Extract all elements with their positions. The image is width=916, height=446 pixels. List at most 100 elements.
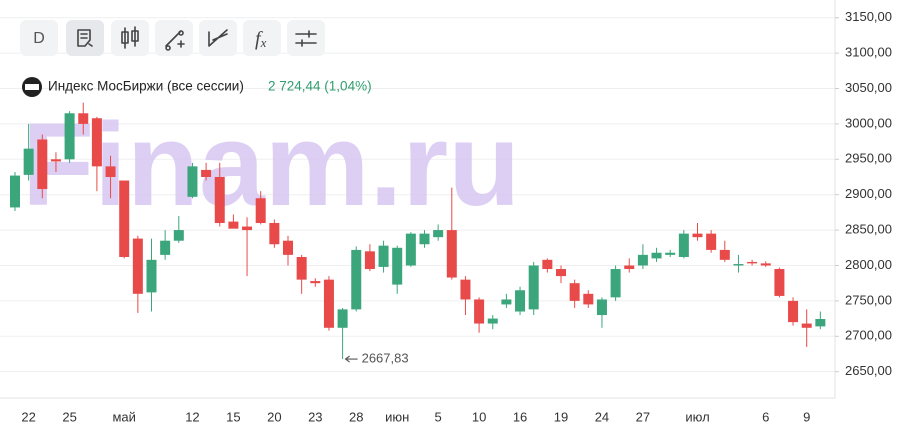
candle-body — [351, 249, 362, 310]
x-tick-label: 19 — [554, 409, 568, 424]
x-tick-label: 28 — [349, 409, 363, 424]
button-label: D — [33, 30, 45, 47]
candle-body — [515, 290, 526, 312]
candle-body — [201, 169, 212, 177]
y-tick-label: 3100,00 — [845, 45, 892, 60]
x-tick-label: 15 — [226, 409, 240, 424]
icon-fib — [208, 29, 228, 47]
candle-body — [760, 263, 771, 266]
candle-body — [364, 251, 375, 270]
candle-body — [419, 233, 430, 245]
candle-body — [296, 256, 307, 280]
candle-body — [569, 283, 580, 301]
fx-f: f — [255, 28, 263, 50]
candle-body — [50, 159, 61, 162]
candle-body — [665, 252, 676, 255]
candle-body — [214, 176, 225, 224]
y-tick-label: 2700,00 — [845, 328, 892, 343]
candle-body — [501, 299, 512, 305]
button-candles[interactable] — [111, 20, 149, 56]
candle-body — [269, 223, 280, 245]
icon-candles — [121, 26, 139, 49]
candle-body — [733, 264, 744, 266]
candle-body — [692, 233, 703, 238]
button-indicators[interactable] — [243, 20, 281, 56]
toolbar: D fx — [20, 20, 325, 56]
candle-body — [542, 259, 553, 270]
candle-body — [556, 269, 566, 277]
annotation-arrow — [344, 355, 358, 363]
annotation-label: 2667,83 — [362, 350, 409, 365]
y-tick-label: 2900,00 — [845, 186, 892, 201]
y-tick-label: 3050,00 — [845, 80, 892, 95]
candle-body — [433, 230, 444, 238]
x-tick-label: 12 — [185, 409, 199, 424]
candle-body — [228, 221, 239, 229]
candle-body — [405, 233, 416, 266]
candle-body — [146, 259, 157, 293]
candle-body — [323, 279, 334, 328]
candle-body — [378, 245, 389, 267]
candle-body — [78, 113, 89, 124]
y-tick-label: 2850,00 — [845, 222, 892, 237]
y-tick-label: 2950,00 — [845, 151, 892, 166]
x-tick-label: 20 — [267, 409, 281, 424]
candle-body — [446, 230, 457, 278]
axes: 2650,00 2700,00 2750,00 2800,00 2850,00 2900,… — [21, 9, 892, 424]
candle-body — [596, 299, 607, 316]
candle-body — [337, 309, 348, 328]
candle-body — [132, 238, 143, 294]
candle-body — [801, 323, 812, 328]
button-interval[interactable] — [20, 20, 58, 56]
y-tick-label: 3000,00 — [845, 115, 892, 130]
legend-last: 2 724,44 (1,04%) — [268, 79, 372, 94]
candle-body — [610, 269, 621, 298]
candle-body — [64, 113, 75, 160]
icon-settings — [295, 30, 317, 47]
x-tick-label: 25 — [62, 409, 76, 424]
x-tick-label: июл — [685, 409, 709, 424]
x-tick-label: 22 — [21, 409, 35, 424]
candle-body — [651, 252, 662, 259]
candle-body — [105, 166, 116, 177]
legend-icon-flag — [25, 84, 39, 90]
y-tick-label: 3150,00 — [845, 9, 892, 24]
candle-body — [788, 300, 799, 323]
candle-body — [706, 233, 717, 250]
candle-body — [173, 230, 184, 241]
candle-body — [637, 254, 648, 266]
x-tick-label: 6 — [762, 409, 769, 424]
button-settings[interactable] — [287, 20, 325, 56]
candle-body — [583, 293, 594, 305]
x-tick-label: 16 — [513, 409, 527, 424]
icon-fx: fx — [255, 28, 267, 50]
candle-body — [283, 240, 293, 255]
candle-body — [255, 198, 266, 224]
candle-body — [10, 175, 20, 208]
legend-name: Индекс МосБиржи (все сессии) — [48, 79, 244, 94]
candle-body — [678, 233, 689, 257]
candle-body — [91, 118, 102, 167]
grid — [0, 17, 835, 373]
y-tick-label: 2750,00 — [845, 292, 892, 307]
candle-body — [719, 249, 730, 260]
legend: Индекс МосБиржи (все сессии) 2 724,44 (1… — [22, 77, 372, 97]
candle-body — [310, 281, 321, 284]
candle-body — [528, 265, 539, 310]
candle-body — [460, 279, 471, 300]
candle-body — [23, 148, 34, 175]
watermark: Finam.ru — [22, 99, 520, 231]
x-tick-label: 27 — [636, 409, 650, 424]
candle-body — [187, 166, 198, 197]
candle-body — [119, 180, 130, 257]
candle-body — [774, 269, 785, 296]
candle-body — [392, 247, 403, 285]
x-tick-label: 5 — [435, 409, 442, 424]
candle-body — [474, 299, 485, 324]
y-tick-label: 2800,00 — [845, 257, 892, 272]
icon-draw — [165, 30, 185, 51]
candle-body — [624, 265, 635, 270]
candle-body — [487, 318, 498, 324]
candle-body — [747, 261, 758, 264]
